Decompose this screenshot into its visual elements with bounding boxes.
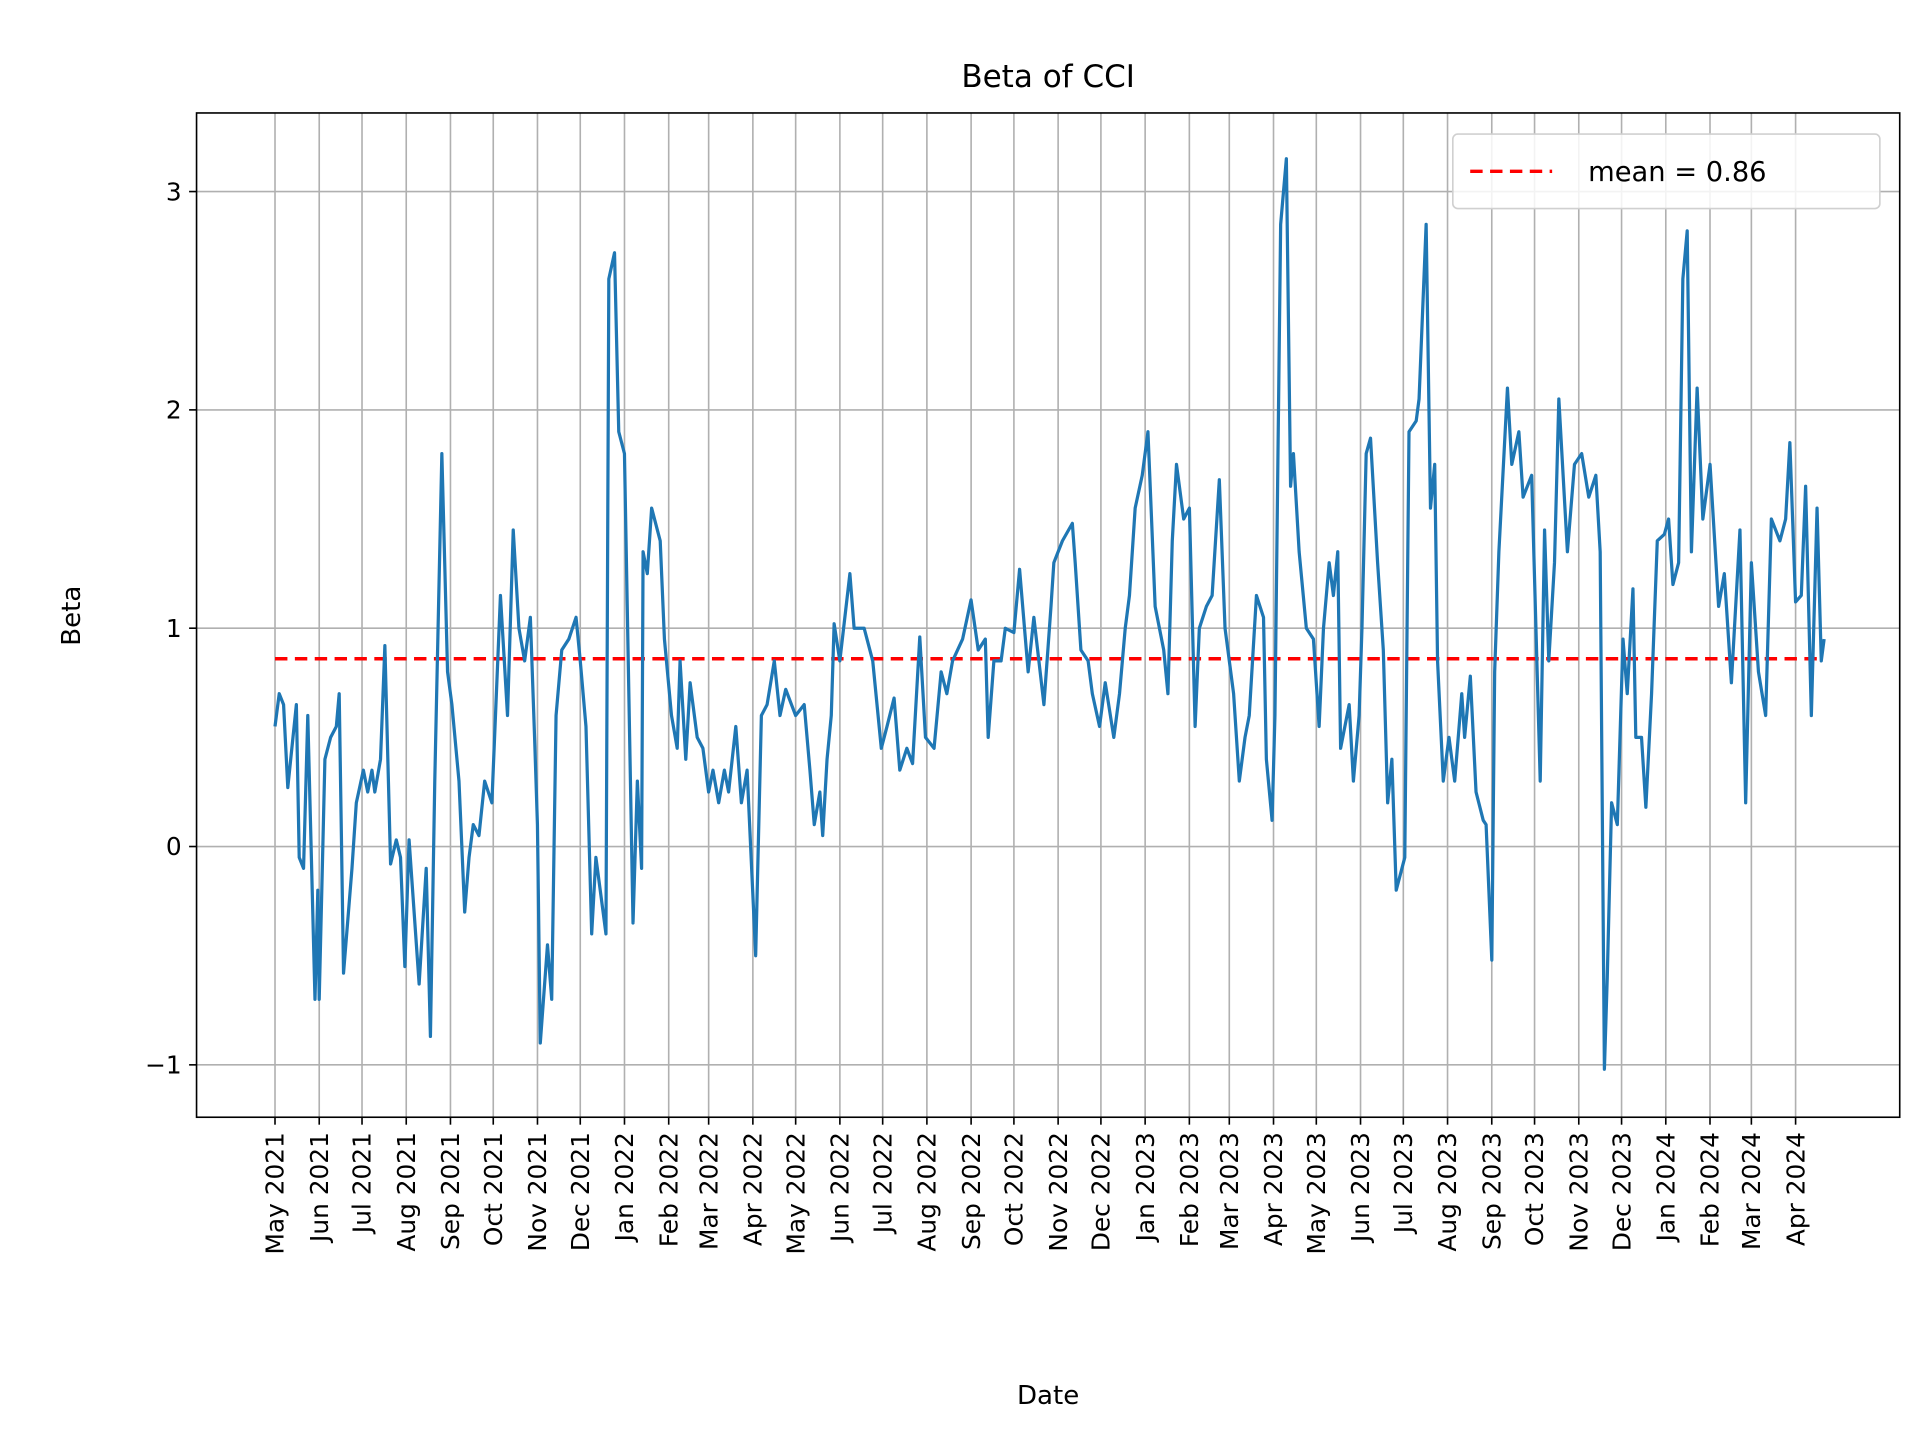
x-tick-label: Jan 2024 xyxy=(1651,1132,1680,1243)
x-tick-label: Mar 2022 xyxy=(694,1132,723,1250)
x-tick-label: Feb 2024 xyxy=(1696,1132,1725,1247)
x-tick-label: Aug 2021 xyxy=(392,1132,421,1251)
x-tick-label: Feb 2023 xyxy=(1175,1132,1204,1247)
x-tick-label: Nov 2021 xyxy=(523,1132,552,1251)
x-tick-label: Mar 2023 xyxy=(1215,1132,1244,1250)
x-tick-label: May 2022 xyxy=(781,1132,810,1254)
y-axis: −1 0 1 2 3 xyxy=(145,177,197,1080)
x-tick-label: Sep 2022 xyxy=(957,1132,986,1250)
x-tick-label: Mar 2024 xyxy=(1737,1132,1766,1250)
legend-mean-label: mean = 0.86 xyxy=(1588,157,1766,188)
x-tick-label: Nov 2022 xyxy=(1044,1132,1073,1251)
beta-series-line xyxy=(273,157,1826,1071)
x-tick-label: Sep 2021 xyxy=(436,1132,465,1250)
legend: mean = 0.86 xyxy=(1452,133,1881,210)
x-tick-label: Jul 2021 xyxy=(348,1132,377,1235)
x-tick-label: Jun 2021 xyxy=(305,1132,334,1244)
chart-title: Beta of CCI xyxy=(961,59,1135,95)
x-tick-label: Dec 2023 xyxy=(1607,1132,1636,1251)
x-tick-label: Jan 2023 xyxy=(1131,1132,1160,1243)
y-tick-label: −1 xyxy=(145,1051,182,1080)
x-tick-label: May 2023 xyxy=(1302,1132,1331,1254)
x-tick-label: Feb 2022 xyxy=(654,1132,683,1247)
x-tick-label: Oct 2023 xyxy=(1520,1132,1549,1246)
x-tick-label: Sep 2023 xyxy=(1477,1132,1506,1250)
x-tick-label: May 2021 xyxy=(261,1132,290,1254)
x-tick-label: Dec 2022 xyxy=(1087,1132,1116,1251)
y-axis-label: Beta xyxy=(57,586,87,646)
y-tick-label: 1 xyxy=(166,614,182,643)
x-tick-label: Aug 2023 xyxy=(1433,1132,1462,1251)
x-tick-label: Apr 2022 xyxy=(739,1132,768,1246)
x-tick-label: Jul 2022 xyxy=(868,1132,897,1235)
x-tick-label: Apr 2024 xyxy=(1781,1132,1810,1246)
y-tick-label: 0 xyxy=(166,832,182,861)
x-tick-label: Oct 2021 xyxy=(479,1132,508,1246)
x-tick-label: Apr 2023 xyxy=(1259,1132,1288,1246)
x-axis-label: Date xyxy=(1017,1381,1079,1411)
x-tick-label: Aug 2022 xyxy=(913,1132,942,1251)
x-tick-label: Oct 2022 xyxy=(1000,1132,1029,1246)
x-tick-label: Jun 2022 xyxy=(826,1132,855,1244)
x-tick-label: Jan 2022 xyxy=(610,1132,639,1243)
x-axis: May 2021 Jun 2021 Jul 2021 Aug 2021 Sep 2021… xyxy=(261,1117,1810,1254)
grid xyxy=(196,112,1900,1118)
x-tick-label: Jun 2023 xyxy=(1346,1132,1375,1244)
plot-frame xyxy=(195,112,1901,1119)
y-tick-label: 2 xyxy=(166,396,182,425)
x-tick-label: Nov 2023 xyxy=(1564,1132,1593,1251)
y-tick-label: 3 xyxy=(166,177,182,206)
legend-box xyxy=(1452,133,1881,210)
x-tick-label: Dec 2021 xyxy=(566,1132,595,1251)
x-tick-label: Jul 2023 xyxy=(1389,1132,1418,1235)
